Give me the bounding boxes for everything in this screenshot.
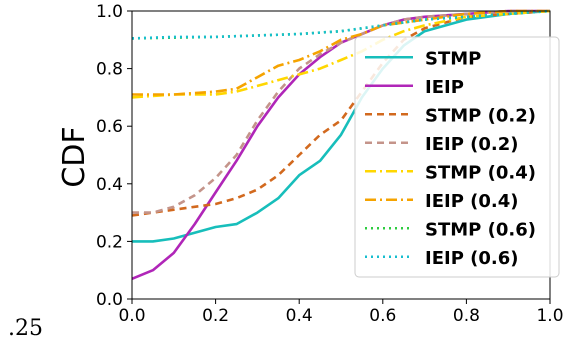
series-layer [131,9,551,281]
series-line-7 [131,9,551,40]
y-tick-label: 0.2 [96,232,123,252]
series-line-1 [132,9,551,243]
legend-label: IEIP (0.6) [425,248,519,269]
y-tick-label: 0.6 [96,117,123,137]
x-tick-label: 0.8 [453,306,480,326]
x-tick-label: 1.0 [536,306,563,326]
x-tick-label: 0.0 [118,306,145,326]
y-tick-label: 0.0 [96,290,123,310]
series-line-6 [132,9,550,96]
legend-box [354,36,560,278]
y-tick-label: 1.0 [96,2,123,22]
x-tick-label: 0.4 [286,306,313,326]
legend-label: STMP [425,48,481,69]
corner-label: .25 [8,316,43,341]
series-line-3 [131,9,551,217]
ticks-layer: 0.0 0.2 0.4 0.6 0.8 1.0 0.0 0.2 0.4 0.6 0.8 1.0 [96,2,564,326]
x-tick-label: 0.6 [369,306,396,326]
y-tick-label: 0.8 [96,60,123,80]
legend-label: IEIP [425,77,464,98]
series-line-5 [131,9,551,99]
series-line-4 [132,9,550,214]
legend-label: STMP (0.6) [425,219,536,240]
series-line-8 [131,9,551,40]
x-tick-label: 0.2 [202,306,229,326]
legend-label: STMP (0.4) [425,162,536,183]
y-axis-label: CDF [57,126,92,187]
legend-label: STMP (0.2) [425,105,536,126]
legend: STMP IEIP STMP (0.2) IEIP (0.2) STMP (0.4) IE… [354,36,560,278]
legend-label: IEIP (0.4) [425,191,519,212]
y-tick-label: 0.4 [96,175,123,195]
legend-label: IEIP (0.2) [425,134,519,155]
